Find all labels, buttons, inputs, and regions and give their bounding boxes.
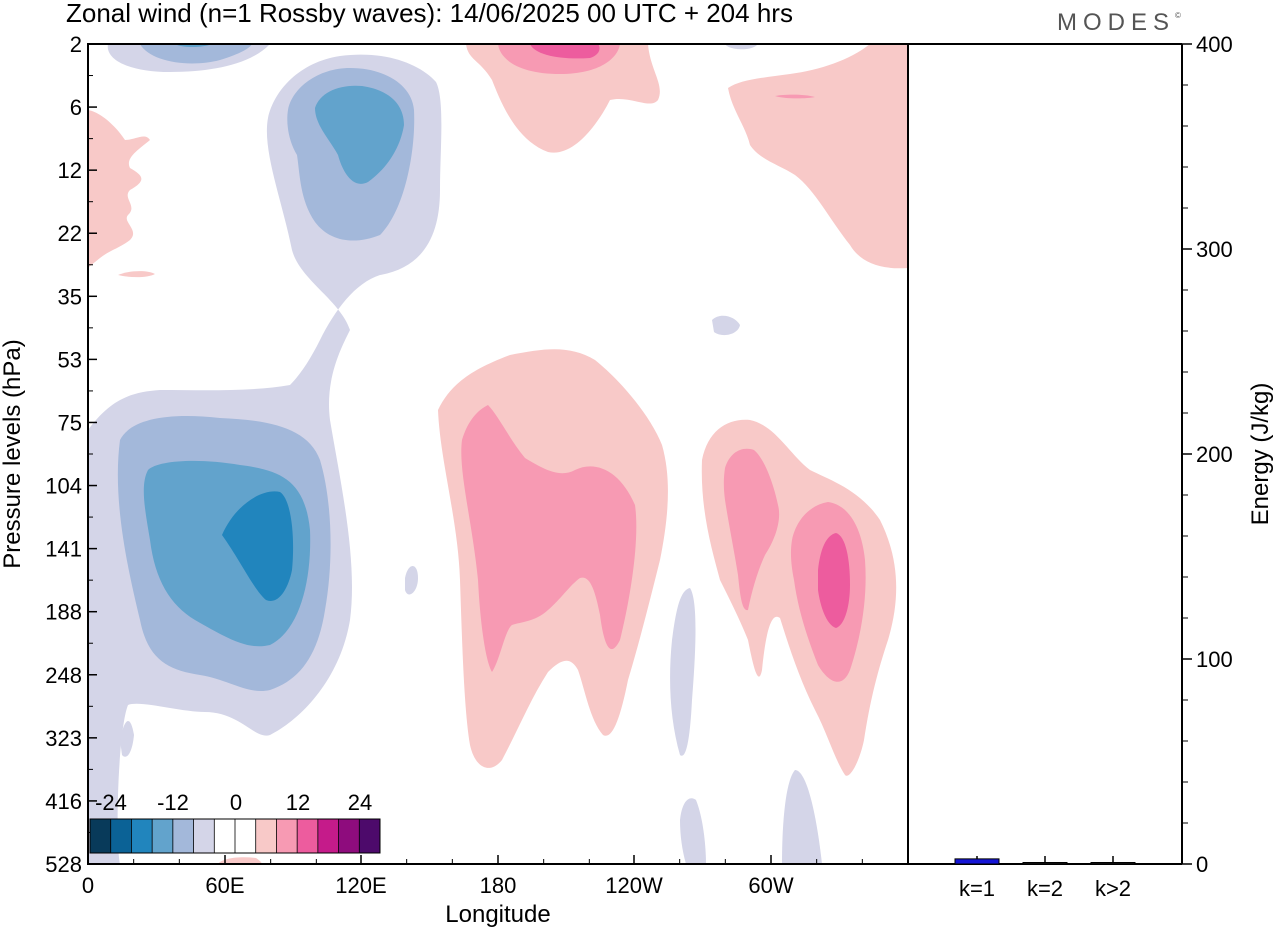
x-tick-label: 120W [605, 873, 663, 898]
y-tick-label: 141 [45, 537, 82, 562]
y-tick-label: 12 [58, 158, 82, 183]
contour-field [88, 44, 908, 864]
contour-neg-blob [670, 588, 696, 756]
colorbar: -24 -12 0 12 24 [89, 790, 381, 854]
energy-bar [954, 858, 1000, 865]
y-axis-label: Pressure levels (hPa) [0, 339, 26, 568]
y-tick-label: 416 [45, 789, 82, 814]
logo-text: MODES [1057, 9, 1176, 36]
contour-pos-upper-right [728, 44, 908, 269]
chart-title: Zonal wind (n=1 Rossby waves): 14/06/202… [66, 0, 793, 28]
contour-pos-right [723, 448, 780, 611]
colorbar-swatch [317, 819, 340, 853]
contour-neg-upper-b [315, 85, 404, 184]
x-tick-label: 180 [480, 873, 517, 898]
colorbar-swatch [131, 819, 153, 853]
contour-neg-blob [725, 44, 758, 50]
colorbar-label: 12 [286, 790, 310, 815]
contour-neg-blob [405, 566, 418, 595]
contour-pos-upper-right [775, 94, 815, 99]
x-tick-label: 60E [205, 873, 244, 898]
contour-pos-center [461, 405, 637, 672]
energy-axes: 0 100 200 300 400 Energy (J/kg) [908, 32, 1274, 877]
energy-bar [1090, 862, 1136, 865]
contour-pos-bottom [218, 857, 262, 864]
colorbar-swatch [90, 819, 112, 853]
colorbar-label: -24 [95, 790, 127, 815]
energy-y-tick-label: 200 [1196, 442, 1233, 467]
x-tick-label: 0 [82, 873, 94, 898]
y-tick-label: 75 [58, 410, 82, 435]
y-tick-label: 188 [45, 600, 82, 625]
energy-y-tick-label: 100 [1196, 647, 1233, 672]
y-tick-label: 53 [58, 347, 82, 372]
contour-pos-upper [530, 44, 600, 59]
colorbar-swatch [276, 819, 298, 853]
colorbar-swatch [214, 819, 236, 853]
colorbar-swatch [193, 819, 215, 853]
y-tick-label: 528 [45, 852, 82, 877]
y-tick-label: 248 [45, 663, 82, 688]
y-tick-label: 2 [70, 32, 82, 57]
contour-neg-blob [120, 721, 134, 757]
contour-pos-left [118, 271, 155, 278]
colorbar-swatch [297, 819, 319, 853]
x-tick-label: 60W [748, 873, 793, 898]
energy-category-label: k>2 [1095, 876, 1131, 901]
x-tick-label: 120E [335, 873, 386, 898]
y-tick-label: 323 [45, 726, 82, 751]
contour-neg-blob [782, 770, 822, 864]
colorbar-swatch [338, 819, 360, 853]
y-tick-label: 35 [58, 284, 82, 309]
energy-axis-label: Energy (J/kg) [1247, 383, 1274, 526]
contour-neg-lower [222, 491, 294, 601]
colorbar-swatch [359, 819, 381, 853]
contour-neg-upper-a [140, 44, 252, 64]
logo-mark: © [1175, 11, 1181, 20]
x-axis-label: Longitude [445, 901, 550, 928]
colorbar-swatch [235, 819, 257, 853]
contour-neg-blob [680, 798, 706, 864]
energy-category-label: k=1 [959, 876, 995, 901]
colorbar-label: 0 [230, 790, 242, 815]
y-tick-label: 104 [45, 474, 82, 499]
energy-category-label: k=2 [1027, 876, 1063, 901]
y-tick-label: 22 [58, 221, 82, 246]
colorbar-label: -12 [157, 790, 189, 815]
colorbar-swatch [152, 819, 174, 853]
energy-y-tick-label: 0 [1196, 852, 1208, 877]
modes-logo: MODES© [1057, 9, 1181, 37]
energy-bars: k=1 k=2 k>2 [954, 858, 1136, 901]
contour-pos-upper [466, 44, 660, 153]
y-tick-label: 6 [70, 95, 82, 120]
contour-pos-right [818, 533, 850, 628]
colorbar-label: 24 [348, 790, 372, 815]
contour-neg-blob [712, 315, 740, 336]
contour-pos-left [88, 110, 150, 268]
colorbar-swatch [110, 819, 132, 853]
energy-bar [1022, 862, 1068, 865]
energy-y-tick-label: 400 [1196, 32, 1233, 57]
colorbar-swatch [172, 819, 195, 853]
colorbar-swatch [255, 819, 277, 853]
energy-y-tick-label: 300 [1196, 237, 1233, 262]
